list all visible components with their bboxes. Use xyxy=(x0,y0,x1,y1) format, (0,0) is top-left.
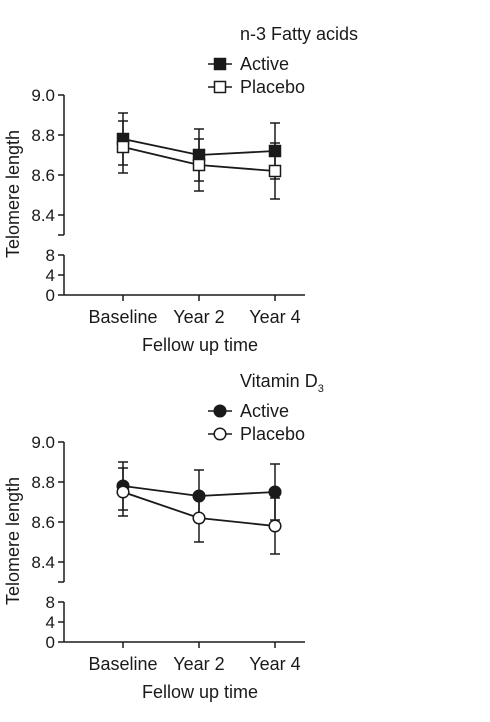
data-point-placebo xyxy=(268,519,282,533)
y-tick-label: 8.6 xyxy=(31,513,55,532)
legend-label-2: Placebo xyxy=(240,424,305,444)
chart-title-subscript: 3 xyxy=(318,383,324,395)
data-point-active xyxy=(268,485,282,499)
y-tick-label: 9.0 xyxy=(31,86,55,105)
y-break-tick-label: 4 xyxy=(46,613,55,632)
legend-marker-2 xyxy=(213,427,227,441)
y-break-tick-label: 8 xyxy=(46,246,55,265)
x-tick-label: Year 2 xyxy=(173,654,224,674)
y-break-tick-label: 0 xyxy=(46,633,55,652)
chart-title: Vitamin D3 xyxy=(240,371,324,395)
y-tick-label: 8.8 xyxy=(31,126,55,145)
chart-title: n-3 Fatty acids xyxy=(240,24,358,44)
y-tick-label: 9.0 xyxy=(31,433,55,452)
y-tick-label: 8.4 xyxy=(31,553,55,572)
y-axis-label: Telomere length xyxy=(3,130,23,258)
chart-panel-2: Vitamin D3 Active Placebo 9.0 8.8 8.6 8.4 840 Ba… xyxy=(3,371,324,702)
legend-label-2: Placebo xyxy=(240,77,305,97)
y-tick-label: 8.8 xyxy=(31,473,55,492)
data-point-placebo xyxy=(116,485,130,499)
data-point-placebo xyxy=(192,158,206,172)
data-point-placebo xyxy=(116,140,130,154)
x-tick-label: Year 4 xyxy=(249,307,300,327)
data-point-placebo xyxy=(268,164,282,178)
legend-label-1: Active xyxy=(240,54,289,74)
legend-marker-1 xyxy=(213,57,227,71)
legend-marker-1 xyxy=(213,404,227,418)
y-break-tick-label: 4 xyxy=(46,266,55,285)
y-break-tick-label: 8 xyxy=(46,593,55,612)
y-break-tick-label: 0 xyxy=(46,286,55,305)
y-tick-label: 8.4 xyxy=(31,206,55,225)
x-tick-label: Year 2 xyxy=(173,307,224,327)
x-tick-label: Baseline xyxy=(88,307,157,327)
x-axis-label: Fellow up time xyxy=(142,335,258,355)
x-axis-label: Fellow up time xyxy=(142,682,258,702)
x-tick-label: Baseline xyxy=(88,654,157,674)
x-tick-label: Year 4 xyxy=(249,654,300,674)
legend-label-1: Active xyxy=(240,401,289,421)
data-point-placebo xyxy=(192,511,206,525)
chart-panel-1: n-3 Fatty acids Active Placebo 9.0 8.8 8.6 8.4… xyxy=(3,24,358,355)
y-tick-label: 8.6 xyxy=(31,166,55,185)
y-axis-label: Telomere length xyxy=(3,477,23,605)
legend-marker-2 xyxy=(213,80,227,94)
